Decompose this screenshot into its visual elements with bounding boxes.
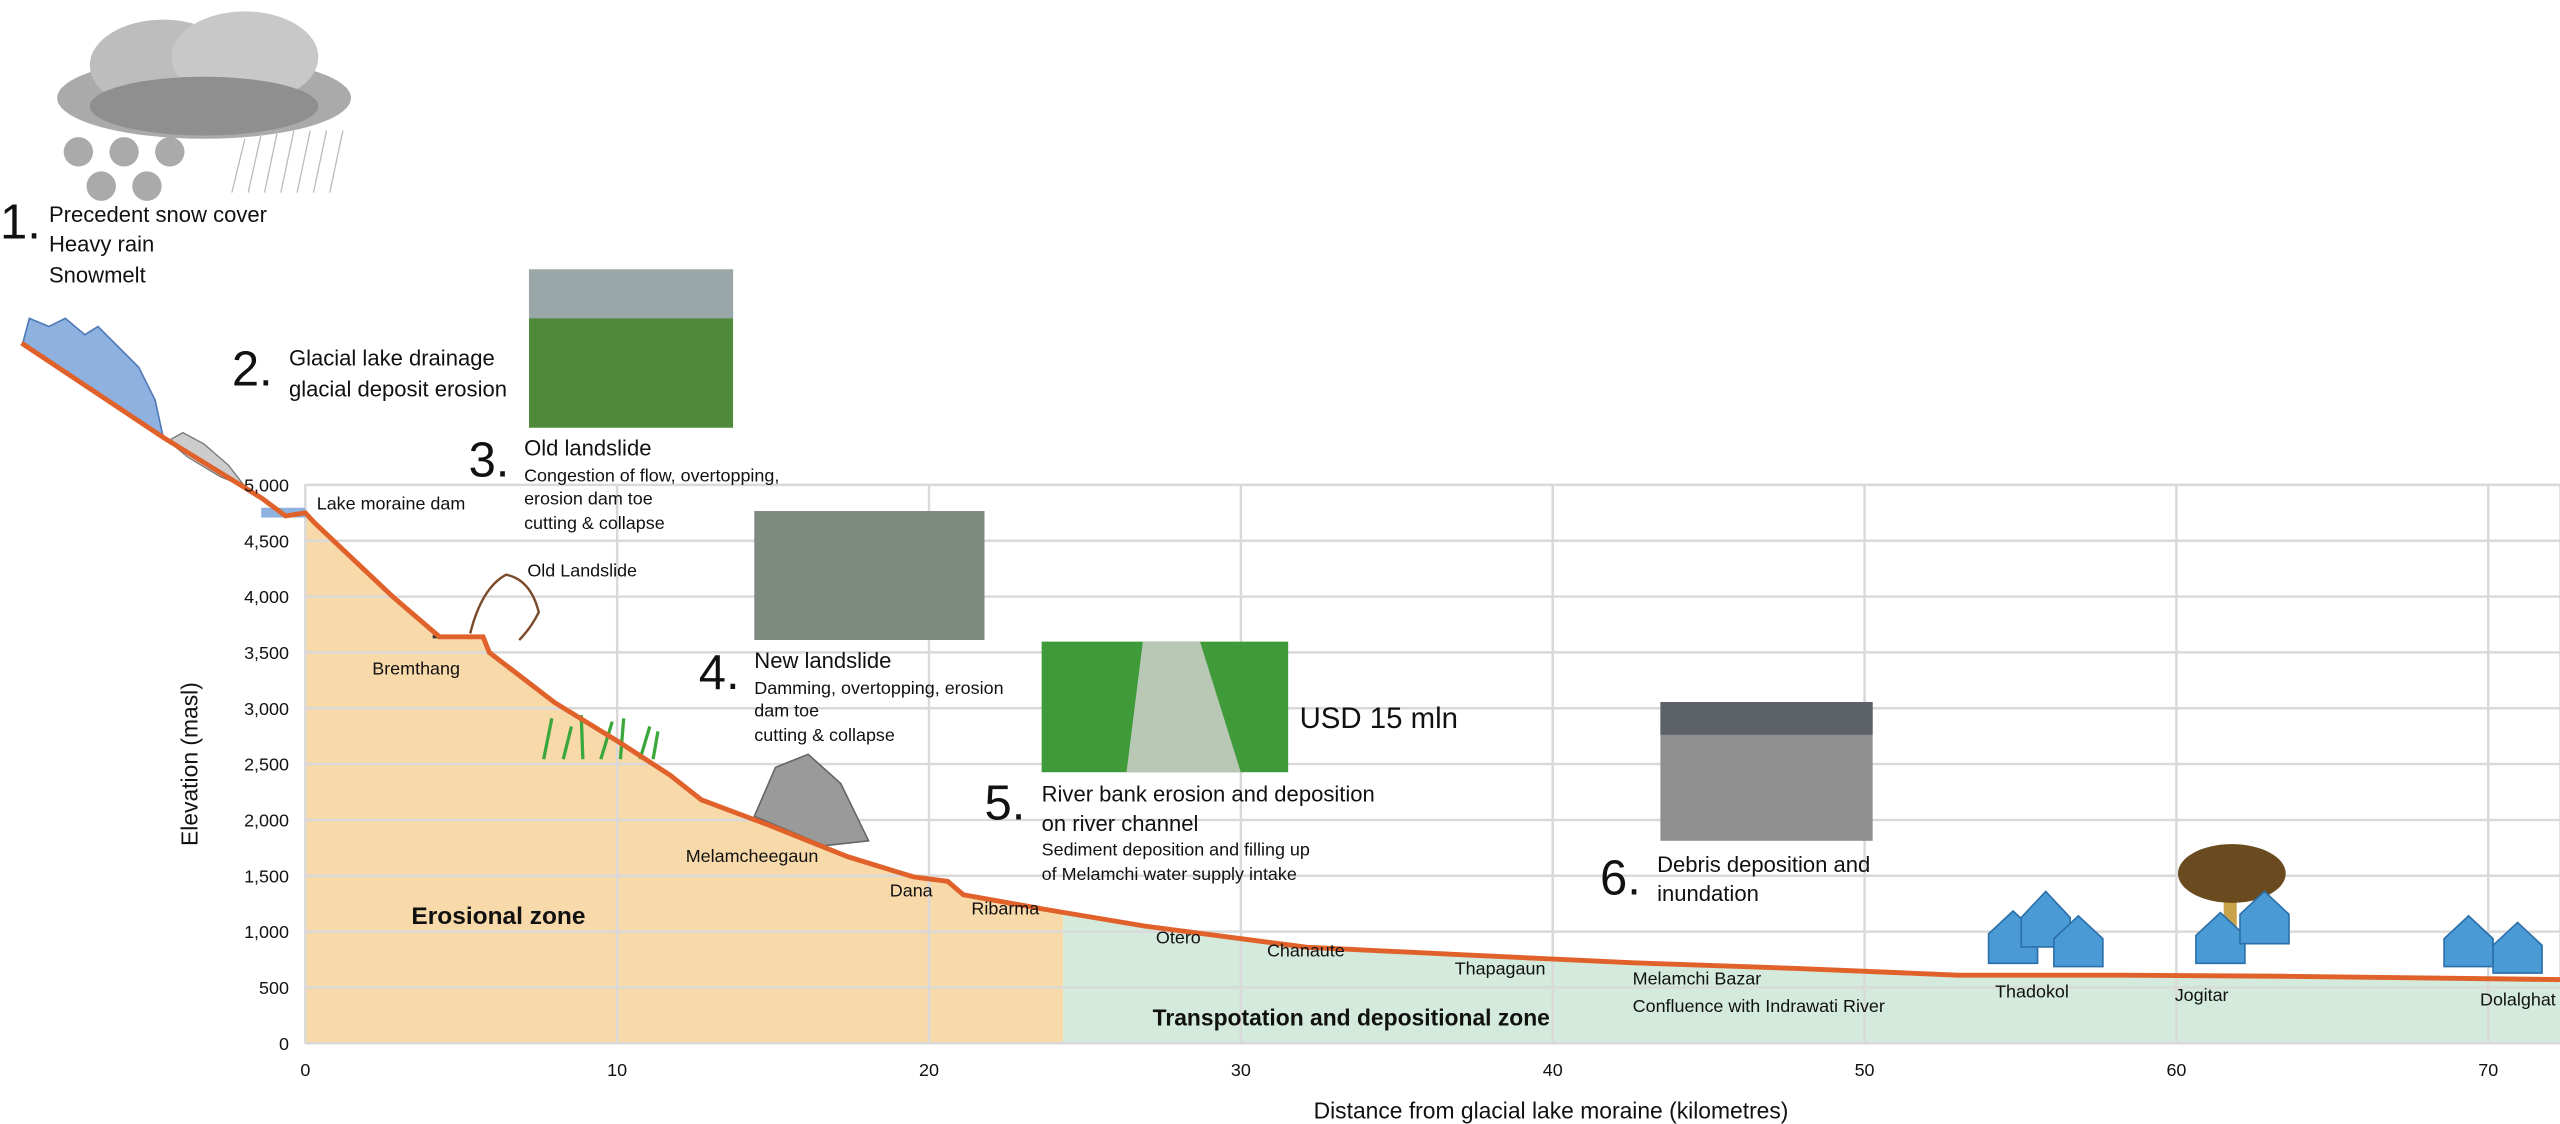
place-label: Thadokol <box>1995 982 2069 1002</box>
y-tick-label: 2,500 <box>244 755 289 775</box>
moraine <box>167 431 247 489</box>
annotation-text: glacial deposit erosion <box>289 377 507 402</box>
x-tick-label: 0 <box>300 1060 310 1080</box>
place-label: Bremthang <box>372 658 460 678</box>
elevation-line <box>20 341 2560 983</box>
annotation-text: Glacial lake drainage <box>289 346 495 371</box>
x-tick-label: 20 <box>919 1060 939 1080</box>
place-label: Lake moraine dam <box>317 493 466 513</box>
annotation-text: Sediment deposition and filling up <box>1042 840 1310 860</box>
place-label: Thapagaun <box>1455 959 1546 979</box>
y-tick-label: 4,500 <box>244 531 289 551</box>
annotation-number: 2. <box>232 342 273 396</box>
annotation-text: Snowmelt <box>49 262 146 287</box>
grass-icon <box>542 715 660 760</box>
annotation-text: River bank erosion and deposition <box>1042 782 1375 807</box>
marks <box>20 341 2560 983</box>
houses-thadokol <box>1987 890 2104 968</box>
place-label: Confluence with Indrawati River <box>1633 996 1885 1016</box>
place-label: Ribarma <box>971 898 1039 918</box>
y-tick-label: 5,000 <box>244 475 289 495</box>
zone-area <box>1063 912 2560 1044</box>
x-tick-label: 50 <box>1855 1060 1875 1080</box>
houses-dolalghat <box>2443 914 2543 974</box>
annotation-text: Debris deposition and <box>1657 852 1870 877</box>
x-tick-label: 70 <box>2478 1060 2498 1080</box>
place-label: Dolalghat <box>2480 990 2556 1010</box>
place-label: Melamcheegaun <box>686 846 819 866</box>
houses-jogitar <box>2195 890 2290 965</box>
photo-glacial-valley-sky <box>528 269 734 319</box>
annotation-text: of Melamchi water supply intake <box>1042 864 1297 884</box>
annotation-text: cutting & collapse <box>754 725 895 745</box>
annotation-text: Congestion of flow, overtopping, <box>524 466 779 486</box>
glacier <box>21 317 165 440</box>
old-landslide-icon <box>469 573 541 641</box>
zone-label: Transpotation and depositional zone <box>1153 1004 1550 1030</box>
place-label: Melamchi Bazar <box>1633 968 1762 988</box>
annotation-text: on river channel <box>1042 811 1199 836</box>
annotation-number: 3. <box>469 434 510 488</box>
place-label: Jogitar <box>2175 985 2229 1005</box>
photo-debris-sky <box>1660 702 1873 735</box>
x-tick-label: 10 <box>607 1060 627 1080</box>
x-axis-label: Distance from glacial lake moraine (kilo… <box>1314 1097 1789 1123</box>
place-label: Old Landslide <box>527 560 637 580</box>
annotation-text: dam toe <box>754 701 819 721</box>
place-label: Chanaute <box>1267 941 1345 961</box>
annotation-number: 4. <box>699 646 740 700</box>
x-tick-label: 60 <box>2166 1060 2186 1080</box>
y-axis-label: Elevation (masl) <box>177 682 203 846</box>
place-label: Dana <box>890 880 933 900</box>
x-tick-label: 30 <box>1231 1060 1251 1080</box>
annotation-number: 1. <box>0 195 41 249</box>
y-tick-label: 1,000 <box>244 922 289 942</box>
y-tick-label: 500 <box>259 978 289 998</box>
annotation-text: inundation <box>1657 881 1759 906</box>
y-tick-label: 4,000 <box>244 587 289 607</box>
y-tick-label: 1,500 <box>244 866 289 886</box>
decorations <box>21 11 2543 974</box>
photo-river-bank-river <box>1126 641 1241 773</box>
annotation-text: New landslide <box>754 648 891 673</box>
grid <box>304 483 2560 1045</box>
y-tick-label: 3,500 <box>244 643 289 663</box>
annotation-text: erosion dam toe <box>524 488 653 508</box>
labels: 05001,0001,5002,0002,5003,0003,5004,0004… <box>0 195 2556 1123</box>
y-tick-label: 3,000 <box>244 699 289 719</box>
x-tick-label: 40 <box>1543 1060 1563 1080</box>
annotation-text: Old landslide <box>524 436 651 461</box>
zone-area <box>305 512 1064 1044</box>
y-tick-label: 0 <box>279 1034 289 1054</box>
zone-label: Erosional zone <box>411 903 585 930</box>
y-tick-label: 2,000 <box>244 810 289 830</box>
annotation-text: Heavy rain <box>49 231 154 256</box>
cost-note: USD 15 mln <box>1300 702 1458 735</box>
annotation-text: cutting & collapse <box>524 513 665 533</box>
zones <box>305 512 2560 1044</box>
place-label: Otero <box>1156 928 1201 948</box>
annotation-text: Precedent snow cover <box>49 202 267 227</box>
photo-new-landslide <box>754 511 985 640</box>
cloud-icon <box>57 11 352 201</box>
annotation-number: 5. <box>984 777 1025 831</box>
annotation-text: Damming, overtopping, erosion <box>754 678 1003 698</box>
annotation-number: 6. <box>1600 852 1641 906</box>
